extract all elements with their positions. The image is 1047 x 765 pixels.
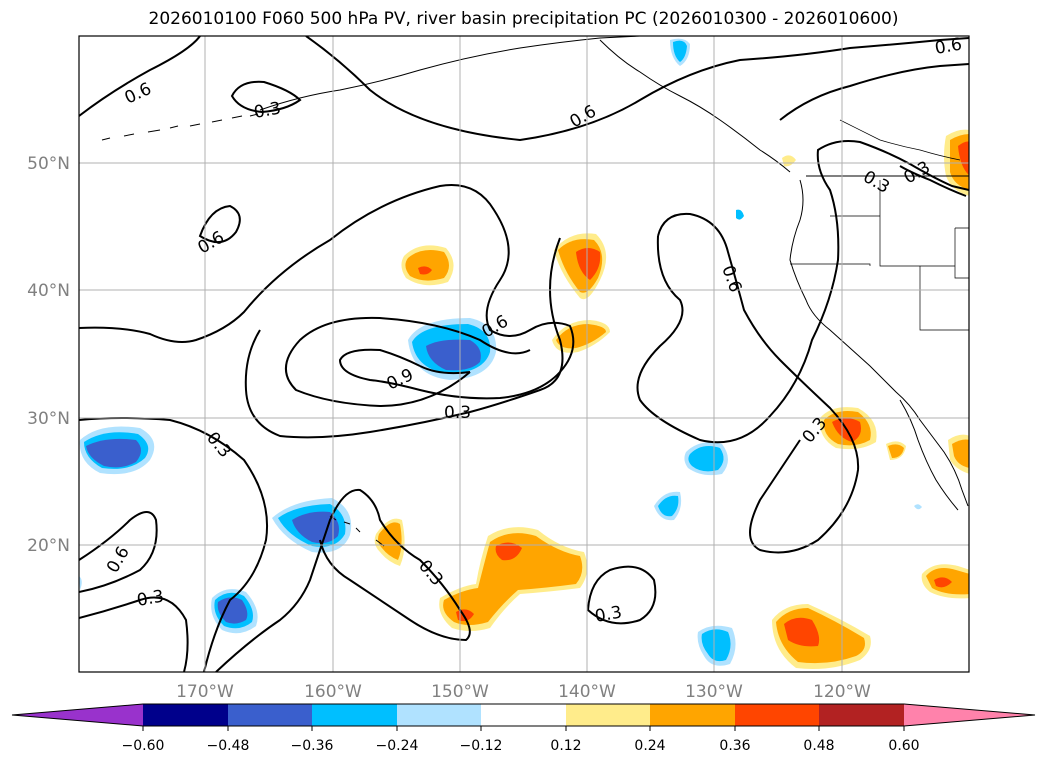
colorbar-segment — [481, 704, 566, 726]
colorbar-extend-max — [904, 704, 1035, 726]
pos-blob — [556, 324, 606, 349]
contour-line — [899, 165, 967, 197]
colorbar-tick-label: 0.36 — [719, 738, 750, 754]
colorbar-segment — [228, 704, 312, 726]
contour-line — [779, 63, 969, 121]
colorbar-segment — [566, 704, 650, 726]
colorbar-tick-label: −0.36 — [291, 738, 334, 754]
contour-line — [244, 237, 564, 439]
colorbar-segment — [819, 704, 904, 726]
contour-label: 0.3 — [135, 587, 165, 611]
pos-blob — [952, 439, 969, 468]
neg-blob — [217, 597, 248, 624]
contour-line — [657, 212, 860, 554]
pos-blob — [958, 141, 969, 176]
colorbar: −0.60 −0.48 −0.36 −0.24 −0.12 0.12 0.24 … — [11, 703, 1036, 754]
graticule — [79, 36, 969, 672]
neg-blob — [79, 576, 82, 590]
neg-blob — [673, 40, 687, 62]
colorbar-segment — [143, 704, 228, 726]
pos-blob — [782, 155, 796, 167]
pos-blob — [784, 617, 820, 647]
contour-label: 0.6 — [933, 35, 963, 59]
contour-line — [79, 36, 201, 117]
lon-labels: 170°W 160°W 150°W 140°W 130°W 120°W — [176, 682, 871, 702]
colorbar-segment — [397, 704, 481, 726]
pos-blob — [443, 533, 583, 625]
chart-title: 2026010100 F060 500 hPa PV, river basin … — [148, 9, 899, 29]
contour-line — [79, 184, 575, 400]
neg-blob — [426, 339, 481, 371]
lon-label: 140°W — [558, 682, 616, 702]
colorbar-tick-label: 0.48 — [803, 738, 834, 754]
neg-blob — [914, 504, 922, 510]
west-coast — [789, 179, 969, 507]
canada-coast — [839, 119, 961, 161]
lat-label: 50°N — [27, 154, 70, 174]
contour-line — [79, 511, 158, 593]
colorbar-segment — [735, 704, 819, 726]
contour-line — [586, 565, 657, 625]
contour-label: 0.3 — [444, 403, 471, 423]
lon-label: 150°W — [431, 682, 489, 702]
lat-labels: 50°N 40°N 30°N 20°N — [27, 154, 70, 556]
contour-line — [198, 204, 241, 243]
contour-label: 0.3 — [252, 99, 282, 123]
colorbar-tick-label: 0.60 — [888, 738, 919, 754]
lon-label: 130°W — [685, 682, 743, 702]
contour-label: 0.3 — [593, 603, 623, 627]
pos-blob — [418, 266, 432, 275]
contour-line — [79, 417, 269, 672]
neg-blob — [688, 446, 724, 472]
colorbar-tick-label: −0.12 — [460, 738, 503, 754]
pos-blob — [576, 248, 601, 280]
contour-line — [305, 36, 969, 142]
baja-coast — [899, 399, 959, 511]
pv-contours — [79, 36, 969, 672]
contour-line — [285, 316, 531, 408]
contour-line — [636, 140, 969, 444]
contour-line — [215, 488, 471, 672]
lon-label: 120°W — [813, 682, 871, 702]
neg-blob — [736, 209, 744, 220]
colorbar-tick-label: 0.12 — [550, 738, 581, 754]
alaska-coast — [599, 39, 791, 173]
lon-label: 160°W — [304, 682, 362, 702]
precip-shading — [79, 38, 969, 669]
colorbar-segment — [312, 704, 397, 726]
aleutian-islands — [101, 113, 259, 141]
neg-blob — [86, 438, 141, 468]
state-borders — [790, 180, 969, 331]
colorbar-tick-label: −0.24 — [376, 738, 419, 754]
colorbar-tick-label: −0.60 — [122, 738, 165, 754]
colorbar-tick-label: 0.24 — [634, 738, 665, 754]
pos-blob — [888, 444, 904, 458]
colorbar-segment — [650, 704, 735, 726]
neg-blob — [292, 511, 339, 544]
coastlines — [101, 36, 969, 547]
neg-blob — [658, 495, 679, 517]
map-frame — [78, 35, 970, 673]
neg-blob — [701, 629, 731, 662]
pos-blob — [495, 542, 522, 561]
lat-label: 20°N — [27, 536, 70, 556]
pos-blob — [405, 250, 449, 281]
pos-blob — [378, 522, 402, 560]
colorbar-tick-label: −0.48 — [207, 738, 250, 754]
pos-blob — [934, 577, 952, 588]
lat-label: 40°N — [27, 281, 70, 301]
lat-label: 30°N — [27, 409, 70, 429]
alaska-coast — [259, 36, 641, 111]
contour-line — [79, 596, 189, 672]
contour-line — [419, 365, 471, 375]
lon-label: 170°W — [176, 682, 234, 702]
colorbar-extend-min — [12, 704, 143, 726]
contour-line — [230, 80, 302, 114]
